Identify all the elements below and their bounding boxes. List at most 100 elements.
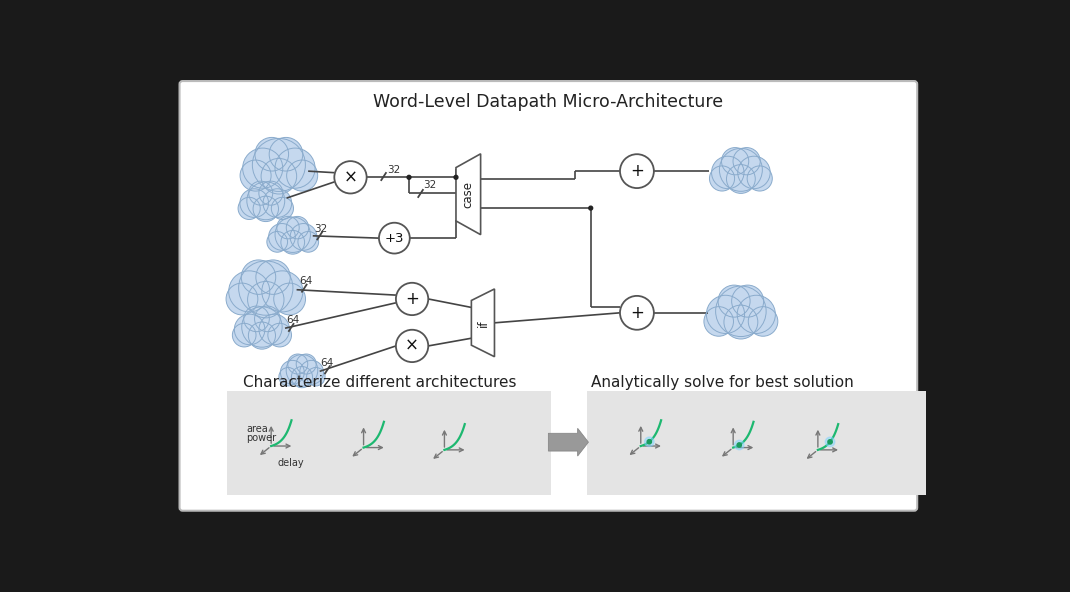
Circle shape <box>259 314 290 345</box>
Circle shape <box>297 231 319 252</box>
Circle shape <box>718 285 750 317</box>
Text: power: power <box>246 433 277 443</box>
Circle shape <box>721 147 749 175</box>
Circle shape <box>396 283 428 315</box>
Circle shape <box>296 354 317 374</box>
Circle shape <box>239 261 293 315</box>
Circle shape <box>709 166 735 191</box>
Text: ×: × <box>406 337 419 355</box>
Circle shape <box>737 295 776 333</box>
Circle shape <box>620 154 654 188</box>
Circle shape <box>262 271 303 312</box>
Text: ×: × <box>343 168 357 186</box>
Circle shape <box>275 217 310 252</box>
Circle shape <box>407 175 411 179</box>
Polygon shape <box>549 429 588 456</box>
Circle shape <box>268 323 291 347</box>
Text: delay: delay <box>277 458 304 468</box>
Circle shape <box>588 206 593 210</box>
Circle shape <box>226 283 258 315</box>
FancyBboxPatch shape <box>586 391 926 494</box>
Circle shape <box>232 323 256 347</box>
Circle shape <box>248 181 273 205</box>
Circle shape <box>240 160 271 191</box>
Text: 64: 64 <box>299 276 312 286</box>
Circle shape <box>734 440 744 450</box>
Circle shape <box>242 307 282 347</box>
Circle shape <box>737 443 742 447</box>
Circle shape <box>647 440 652 444</box>
Text: +: + <box>406 290 419 308</box>
Circle shape <box>644 437 654 446</box>
Circle shape <box>266 231 288 252</box>
Circle shape <box>238 197 260 220</box>
Circle shape <box>737 156 770 189</box>
Circle shape <box>247 182 285 220</box>
Circle shape <box>712 156 744 189</box>
Text: +3: +3 <box>384 231 404 244</box>
Circle shape <box>277 217 300 239</box>
Circle shape <box>379 223 410 253</box>
FancyBboxPatch shape <box>180 81 917 511</box>
Circle shape <box>706 295 745 333</box>
Circle shape <box>747 166 773 191</box>
Circle shape <box>270 137 303 171</box>
Circle shape <box>288 354 308 374</box>
Polygon shape <box>472 289 494 357</box>
Circle shape <box>454 175 458 179</box>
Circle shape <box>244 306 270 332</box>
Circle shape <box>281 230 305 254</box>
Circle shape <box>727 165 755 194</box>
Circle shape <box>828 440 832 444</box>
Circle shape <box>733 147 761 175</box>
Polygon shape <box>456 154 480 234</box>
Circle shape <box>716 286 766 336</box>
Circle shape <box>724 305 758 339</box>
Text: 32: 32 <box>315 224 327 233</box>
Circle shape <box>300 361 323 384</box>
Circle shape <box>254 196 278 221</box>
Circle shape <box>275 148 315 188</box>
Text: Characterize different architectures: Characterize different architectures <box>243 375 516 390</box>
Circle shape <box>263 189 292 217</box>
Text: 32: 32 <box>423 181 437 191</box>
Text: 64: 64 <box>320 358 334 368</box>
Text: Analytically solve for best solution: Analytically solve for best solution <box>591 375 854 390</box>
Circle shape <box>261 159 296 194</box>
Circle shape <box>287 160 318 191</box>
Circle shape <box>290 224 317 250</box>
Circle shape <box>253 139 305 191</box>
Text: if: if <box>476 319 489 327</box>
Text: Word-Level Datapath Micro-Architecture: Word-Level Datapath Micro-Architecture <box>373 94 723 111</box>
Text: 64: 64 <box>286 315 299 325</box>
Circle shape <box>255 137 289 171</box>
Circle shape <box>274 283 306 315</box>
FancyBboxPatch shape <box>227 391 551 494</box>
Circle shape <box>255 306 280 332</box>
Circle shape <box>286 355 318 386</box>
Circle shape <box>287 217 308 239</box>
Circle shape <box>280 361 304 384</box>
Circle shape <box>719 149 762 191</box>
Circle shape <box>732 285 764 317</box>
Circle shape <box>620 296 654 330</box>
Circle shape <box>307 368 325 386</box>
Circle shape <box>334 161 367 194</box>
Circle shape <box>259 181 282 205</box>
Circle shape <box>748 307 778 336</box>
Text: case: case <box>462 181 475 208</box>
Text: area: area <box>246 424 269 434</box>
Text: +: + <box>630 162 644 180</box>
Circle shape <box>825 437 835 446</box>
Circle shape <box>704 307 733 336</box>
Circle shape <box>234 314 265 345</box>
Circle shape <box>241 260 276 294</box>
Circle shape <box>272 197 293 220</box>
Text: 32: 32 <box>386 165 400 175</box>
Circle shape <box>279 368 297 386</box>
Circle shape <box>396 330 428 362</box>
Circle shape <box>269 224 295 250</box>
Circle shape <box>229 271 270 312</box>
Circle shape <box>256 260 290 294</box>
Circle shape <box>248 322 275 349</box>
